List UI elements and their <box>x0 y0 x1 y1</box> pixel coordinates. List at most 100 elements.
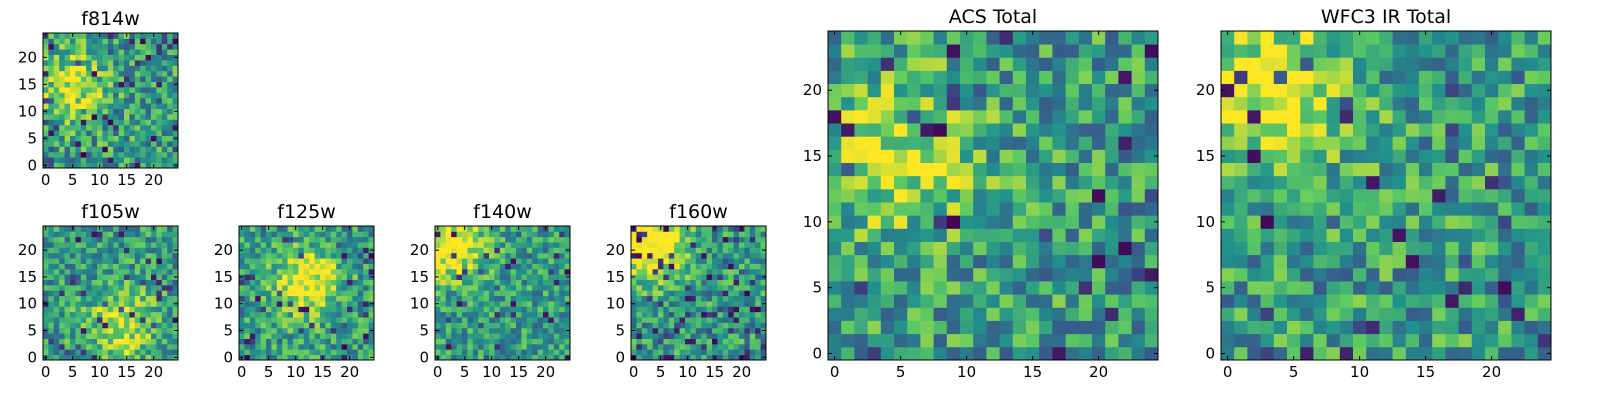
heatmap-cell <box>1419 31 1433 45</box>
heatmap-cell <box>631 338 637 345</box>
heatmap-cell <box>456 274 463 280</box>
heatmap-cell <box>134 311 141 318</box>
heatmap-cell <box>140 162 146 169</box>
heatmap-cell <box>880 136 895 150</box>
heatmap-cell <box>631 311 637 318</box>
heatmap-cell <box>59 301 65 307</box>
heatmap-cell <box>749 268 756 275</box>
heatmap-cell <box>505 338 511 345</box>
heatmap-cell <box>1287 31 1301 45</box>
heatmap-cell <box>733 327 740 334</box>
heatmap-cell <box>1432 31 1446 45</box>
heatmap-cell <box>118 33 125 39</box>
heatmap-cell <box>249 279 256 286</box>
heatmap-cell <box>880 202 895 216</box>
heatmap-cell <box>70 322 76 329</box>
heatmap-cell <box>472 306 479 313</box>
heatmap-cell <box>1485 320 1499 335</box>
heatmap-cell <box>456 268 463 275</box>
heatmap-cell <box>53 103 60 109</box>
heatmap-cell <box>489 349 495 356</box>
heatmap-cell <box>722 252 729 259</box>
heatmap-cell <box>880 123 895 137</box>
heatmap-cell <box>543 317 549 323</box>
heatmap-cell <box>276 327 283 334</box>
heatmap-cell <box>760 322 767 329</box>
heatmap-cell <box>91 301 98 307</box>
heatmap-cell <box>854 254 868 269</box>
heatmap-cell <box>75 226 82 232</box>
heatmap-cell <box>124 252 130 259</box>
heatmap-cell <box>1247 320 1261 335</box>
wfc3_total-xtick-label: 5 <box>1289 363 1299 381</box>
heatmap-cell <box>1432 136 1446 150</box>
heatmap-cell <box>462 295 468 302</box>
heatmap-cell <box>451 333 457 339</box>
heatmap-cell <box>145 43 152 50</box>
heatmap-cell <box>282 349 288 356</box>
heatmap-cell <box>636 263 643 270</box>
heatmap-cell <box>97 43 103 50</box>
heatmap-cell <box>1537 136 1552 150</box>
heatmap-cell <box>1131 57 1146 71</box>
heatmap-cell <box>553 274 560 280</box>
heatmap-cell <box>1405 44 1420 58</box>
heatmap-cell <box>1432 123 1446 137</box>
heatmap-cell <box>472 295 479 302</box>
heatmap-cell <box>739 247 745 254</box>
heatmap-cell <box>548 231 555 238</box>
heatmap-cell <box>505 279 511 286</box>
heatmap-cell <box>1392 149 1407 163</box>
heatmap-cell <box>167 284 173 291</box>
heatmap-cell <box>298 338 305 345</box>
heatmap-cell <box>140 33 146 39</box>
heatmap-cell <box>1485 254 1499 269</box>
heatmap-cell <box>1524 294 1539 308</box>
heatmap-cell <box>1392 241 1407 256</box>
heatmap-cell <box>744 306 751 313</box>
heatmap-cell <box>435 258 441 264</box>
heatmap-cell <box>946 254 961 269</box>
heatmap-cell <box>1039 149 1053 163</box>
heatmap-cell <box>118 146 125 153</box>
heatmap-cell <box>1131 254 1146 269</box>
heatmap-cell <box>1247 83 1261 98</box>
heatmap-cell <box>537 263 544 270</box>
heatmap-cell <box>920 123 934 137</box>
f814w-xtick-label: 5 <box>68 171 78 189</box>
heatmap-cell <box>1339 44 1354 58</box>
heatmap-cell <box>134 279 141 286</box>
heatmap-cell <box>293 236 299 243</box>
heatmap-cell <box>64 333 71 339</box>
heatmap-cell <box>151 130 157 136</box>
heatmap-cell <box>894 44 908 58</box>
heatmap-cell <box>1273 57 1288 71</box>
heatmap-cell <box>357 306 364 313</box>
heatmap-cell <box>1078 109 1093 124</box>
heatmap-cell <box>1405 320 1420 335</box>
heatmap-cell <box>749 258 756 264</box>
heatmap-cell <box>134 268 141 275</box>
heatmap-cell <box>1537 188 1552 203</box>
heatmap-cell <box>167 60 173 66</box>
heatmap-cell <box>685 268 691 275</box>
heatmap-cell <box>1131 44 1146 58</box>
heatmap-cell <box>75 349 82 356</box>
heatmap-cell <box>894 162 908 177</box>
heatmap-cell <box>59 135 65 142</box>
heatmap-cell <box>986 215 1000 229</box>
heatmap-cell <box>151 124 157 131</box>
f125w-xtick-label: 15 <box>313 363 332 381</box>
heatmap-cell <box>445 268 452 275</box>
heatmap-cell <box>1300 83 1314 98</box>
heatmap-cell <box>1260 162 1275 177</box>
heatmap-cell <box>728 322 734 329</box>
heatmap-cell <box>1432 109 1446 124</box>
heatmap-cell <box>102 247 109 254</box>
f814w-ytick-label: 20 <box>18 48 37 66</box>
heatmap-cell <box>156 97 163 104</box>
heatmap-cell <box>744 349 751 356</box>
heatmap-cell <box>510 263 517 270</box>
heatmap-cell <box>86 119 92 126</box>
heatmap-cell <box>744 279 751 286</box>
